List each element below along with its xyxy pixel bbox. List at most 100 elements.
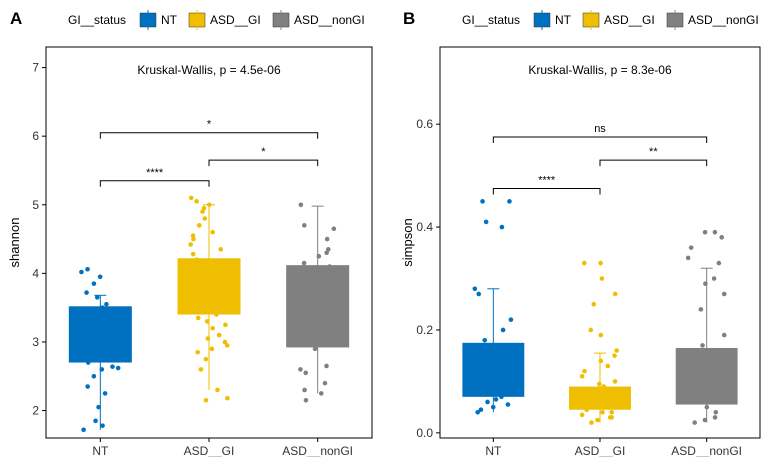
y-tick-label: 3 bbox=[32, 335, 39, 349]
comparison-NT-ASD__GI: **** bbox=[99, 167, 210, 187]
data-point bbox=[188, 242, 194, 247]
data-point bbox=[505, 402, 511, 407]
data-point bbox=[713, 409, 719, 415]
data-point bbox=[218, 284, 224, 290]
comparison-NT-ASD__nonGI: ns bbox=[492, 123, 708, 144]
data-point bbox=[218, 247, 224, 252]
data-point bbox=[190, 251, 196, 257]
data-point bbox=[710, 399, 716, 405]
data-point bbox=[489, 358, 495, 364]
y-axis-title: shannon bbox=[7, 218, 22, 268]
bracket bbox=[492, 136, 708, 144]
data-point bbox=[313, 274, 318, 280]
box-body bbox=[286, 265, 350, 348]
y-tick-label: 0.2 bbox=[416, 323, 433, 337]
panel-A: A GI__status NT ASD__GI ASD__nonGI 2 3 4 5 6 7 shan… bbox=[7, 9, 373, 457]
data-point bbox=[491, 368, 496, 374]
data-point bbox=[85, 360, 91, 365]
data-point bbox=[298, 202, 304, 208]
comparison-ASD__GI-ASD__nonGI: * bbox=[208, 146, 319, 167]
data-point bbox=[223, 322, 228, 328]
data-point bbox=[205, 271, 211, 276]
data-point bbox=[196, 223, 202, 228]
data-point bbox=[499, 394, 504, 400]
data-point bbox=[215, 387, 220, 393]
data-point bbox=[582, 394, 587, 400]
data-point bbox=[712, 415, 718, 420]
y-tick-label: 0.4 bbox=[416, 220, 433, 234]
data-point bbox=[688, 245, 694, 250]
data-point bbox=[206, 202, 212, 208]
data-point bbox=[114, 336, 119, 341]
data-point bbox=[482, 337, 488, 343]
data-point bbox=[601, 384, 607, 389]
data-point bbox=[301, 223, 307, 228]
data-point bbox=[195, 349, 200, 355]
data-point bbox=[95, 343, 101, 348]
data-point bbox=[493, 397, 499, 402]
data-point bbox=[609, 404, 615, 410]
data-point bbox=[301, 260, 307, 266]
data-point bbox=[209, 346, 215, 352]
data-point bbox=[220, 274, 226, 280]
data-point bbox=[721, 291, 727, 297]
data-point bbox=[598, 358, 604, 364]
data-point bbox=[595, 417, 600, 423]
y-tick-label: 0.0 bbox=[416, 426, 433, 440]
significance-label: * bbox=[207, 119, 212, 131]
data-point bbox=[582, 368, 587, 374]
data-point bbox=[704, 368, 709, 374]
data-point bbox=[225, 395, 230, 401]
legend-title: GI__status bbox=[462, 13, 520, 27]
data-point bbox=[216, 332, 222, 338]
data-point bbox=[692, 420, 697, 425]
data-point bbox=[685, 255, 691, 261]
data-point bbox=[194, 260, 200, 266]
data-point bbox=[198, 305, 204, 310]
box-ASD__GI bbox=[569, 260, 631, 425]
data-point bbox=[475, 409, 481, 415]
data-point bbox=[116, 356, 122, 362]
chart-title: Kruskal-Wallis, p = 8.3e-06 bbox=[528, 63, 672, 77]
legend-entry-ASD__nonGI: ASD__nonGI bbox=[294, 13, 365, 27]
data-point bbox=[210, 325, 215, 331]
data-point bbox=[509, 343, 515, 348]
data-point bbox=[310, 298, 316, 304]
x-tick-label-NT: NT bbox=[92, 444, 109, 457]
data-point bbox=[190, 233, 196, 238]
data-point bbox=[97, 274, 103, 280]
data-point bbox=[95, 332, 101, 338]
data-point bbox=[500, 327, 506, 333]
data-point bbox=[611, 394, 616, 400]
legend-entry-NT: NT bbox=[161, 13, 178, 27]
box-body bbox=[569, 386, 631, 410]
data-point bbox=[322, 380, 328, 386]
y-tick-label: 5 bbox=[32, 198, 39, 212]
data-point bbox=[698, 307, 704, 312]
data-point bbox=[192, 288, 197, 293]
data-point bbox=[81, 427, 86, 433]
data-point bbox=[703, 281, 708, 286]
data-point bbox=[579, 412, 585, 418]
data-point bbox=[306, 325, 312, 331]
data-point bbox=[692, 348, 698, 353]
data-point bbox=[704, 404, 710, 410]
data-point bbox=[480, 389, 485, 394]
data-point bbox=[605, 363, 611, 369]
data-point bbox=[612, 291, 618, 297]
data-point bbox=[96, 404, 101, 410]
data-point bbox=[588, 327, 594, 333]
data-point bbox=[217, 308, 223, 314]
data-point bbox=[100, 305, 105, 310]
data-point bbox=[597, 381, 602, 387]
data-point bbox=[499, 224, 505, 230]
data-point bbox=[599, 276, 605, 281]
comparison-ASD__GI-ASD__nonGI: ** bbox=[599, 146, 708, 167]
data-point bbox=[191, 236, 196, 242]
data-point bbox=[85, 384, 90, 389]
data-point bbox=[686, 394, 692, 400]
bracket bbox=[492, 187, 601, 195]
significance-label: * bbox=[261, 146, 266, 158]
data-point bbox=[115, 365, 121, 371]
data-point bbox=[102, 391, 108, 396]
